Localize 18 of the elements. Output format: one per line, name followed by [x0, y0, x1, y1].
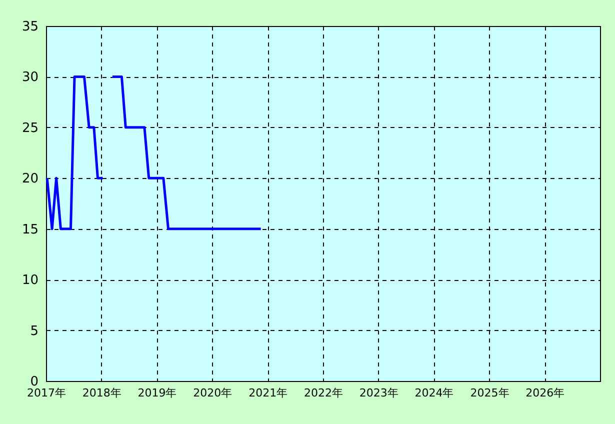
x-tick-label: 2026年: [526, 386, 565, 400]
y-tick-label: 30: [22, 70, 38, 86]
x-tick-label: 2024年: [414, 386, 454, 400]
x-tick-label: 2021年: [248, 386, 288, 400]
x-tick-label: 2017年: [27, 386, 66, 400]
y-tick-label: 10: [22, 273, 38, 288]
y-tick-label: 20: [22, 172, 38, 187]
x-tick-label: 2022年: [304, 386, 343, 400]
y-tick-label: 0: [30, 374, 38, 390]
x-tick-label: 2023年: [359, 386, 398, 400]
y-tick-label: 15: [22, 222, 38, 238]
x-tick-label: 2025年: [470, 386, 510, 400]
x-tick-label: 2018年: [82, 386, 122, 400]
x-tick-label: 2020年: [193, 386, 232, 400]
y-tick-label: 35: [22, 20, 38, 34]
y-tick-label: 25: [22, 120, 38, 136]
y-tick-label: 5: [30, 324, 38, 339]
x-tick-label: 2019年: [138, 386, 177, 400]
